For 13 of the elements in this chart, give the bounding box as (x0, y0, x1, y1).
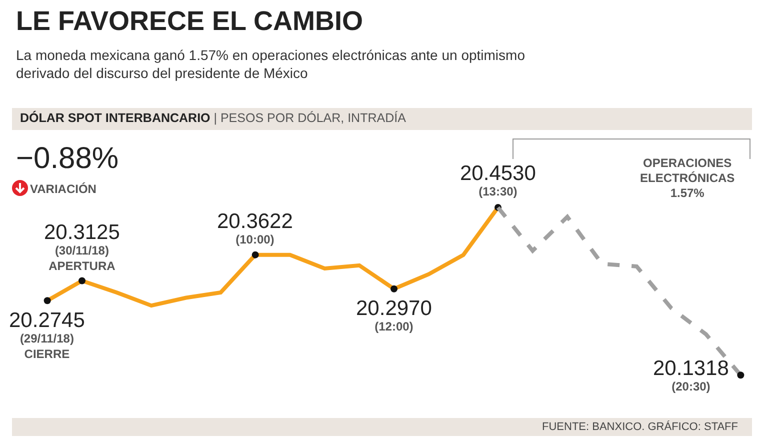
text: OPERACIONES ELECTRÓNICAS 1.57% (640, 156, 735, 201)
text: VARIACIÓN (30, 182, 96, 196)
text: −0.88% (16, 142, 119, 176)
data-label: 20.3125 (30/11/18) APERTURA (44, 221, 120, 274)
data-label: 20.2745 (29/11/18) CIERRE (9, 309, 85, 362)
data-label: 20.4530 (13:30) (460, 162, 536, 199)
source-note: FUENTE: BANXICO. GRÁFICO: STAFF (542, 421, 739, 433)
text: DÓLAR SPOT INTERBANCARIO | PESOS POR DÓLAR, INTRADÍA (20, 111, 406, 125)
data-label: 20.1318 (20:30) (653, 357, 729, 394)
data-label: 20.2970 (12:00) (356, 297, 432, 334)
chart-subtitle: La moneda mexicana ganó 1.57% en operaciones electrónicas ante un optimismo derivado del discurso del presidente de México (16, 46, 525, 82)
data-label: 20.3622 (10:00) (217, 210, 293, 247)
chart-title: LE FAVORECE EL CAMBIO (16, 6, 364, 37)
